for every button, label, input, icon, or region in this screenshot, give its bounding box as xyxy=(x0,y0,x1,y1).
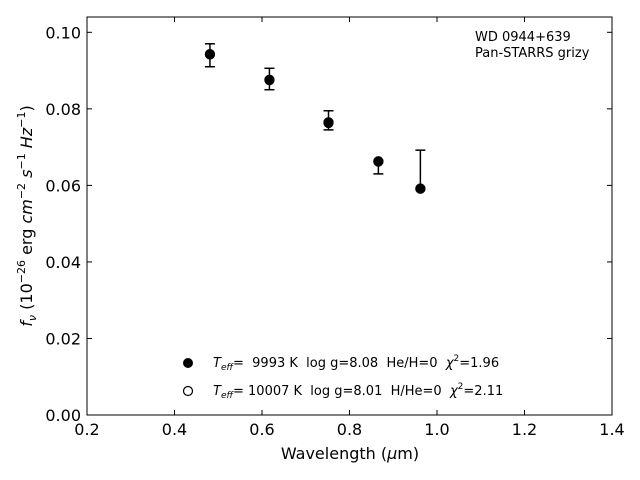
y-tick-label: 0.08 xyxy=(45,100,81,119)
model-point-open xyxy=(323,117,334,128)
model-point-open xyxy=(415,183,426,194)
y-tick-label: 0.00 xyxy=(45,406,81,425)
x-axis-ticks: 0.2 0.4 0.6 0.8 1.0 1.2 1.4 xyxy=(74,17,625,439)
plot-area xyxy=(86,16,613,416)
annotation-line-2: Pan-STARRS grizy xyxy=(475,46,590,61)
legend-entry-1: Teff= 9993 K log g=8.08 He/H=0 χ2=1.96 xyxy=(213,354,499,373)
y-axis-label: fν (10−26 erg cm−2 s−1 Hz−1) xyxy=(15,105,39,326)
x-axis-label: Wavelength (μm) xyxy=(281,444,419,463)
legend-marker-open xyxy=(182,385,194,397)
model-point-open xyxy=(264,74,275,85)
model-point-open xyxy=(373,156,384,167)
x-tick-label: 1.2 xyxy=(512,420,537,439)
y-tick-label: 0.06 xyxy=(45,176,81,195)
annotation-line-1: WD 0944+639 xyxy=(475,30,571,45)
x-tick-label: 0.4 xyxy=(162,420,187,439)
legend-entry-2: Teff= 10007 K log g=8.01 H/He=0 χ2=2.11 xyxy=(213,382,503,401)
y-tick-label: 0.02 xyxy=(45,329,81,348)
x-tick-label: 0.2 xyxy=(74,420,99,439)
x-tick-label: 0.6 xyxy=(249,420,274,439)
y-tick-label: 0.04 xyxy=(45,253,81,272)
legend-marker-filled xyxy=(183,358,193,368)
legend: Teff= 9993 K log g=8.08 He/H=0 χ2=1.96 T… xyxy=(182,354,503,401)
x-tick-label: 1.0 xyxy=(424,420,449,439)
y-axis-ticks: 0.00 0.02 0.04 0.06 0.08 0.10 xyxy=(45,23,612,425)
x-tick-label: 1.4 xyxy=(599,420,624,439)
model-point-open xyxy=(204,49,216,60)
data-points xyxy=(204,49,426,194)
x-tick-label: 0.8 xyxy=(337,420,362,439)
y-tick-label: 0.10 xyxy=(45,23,81,42)
